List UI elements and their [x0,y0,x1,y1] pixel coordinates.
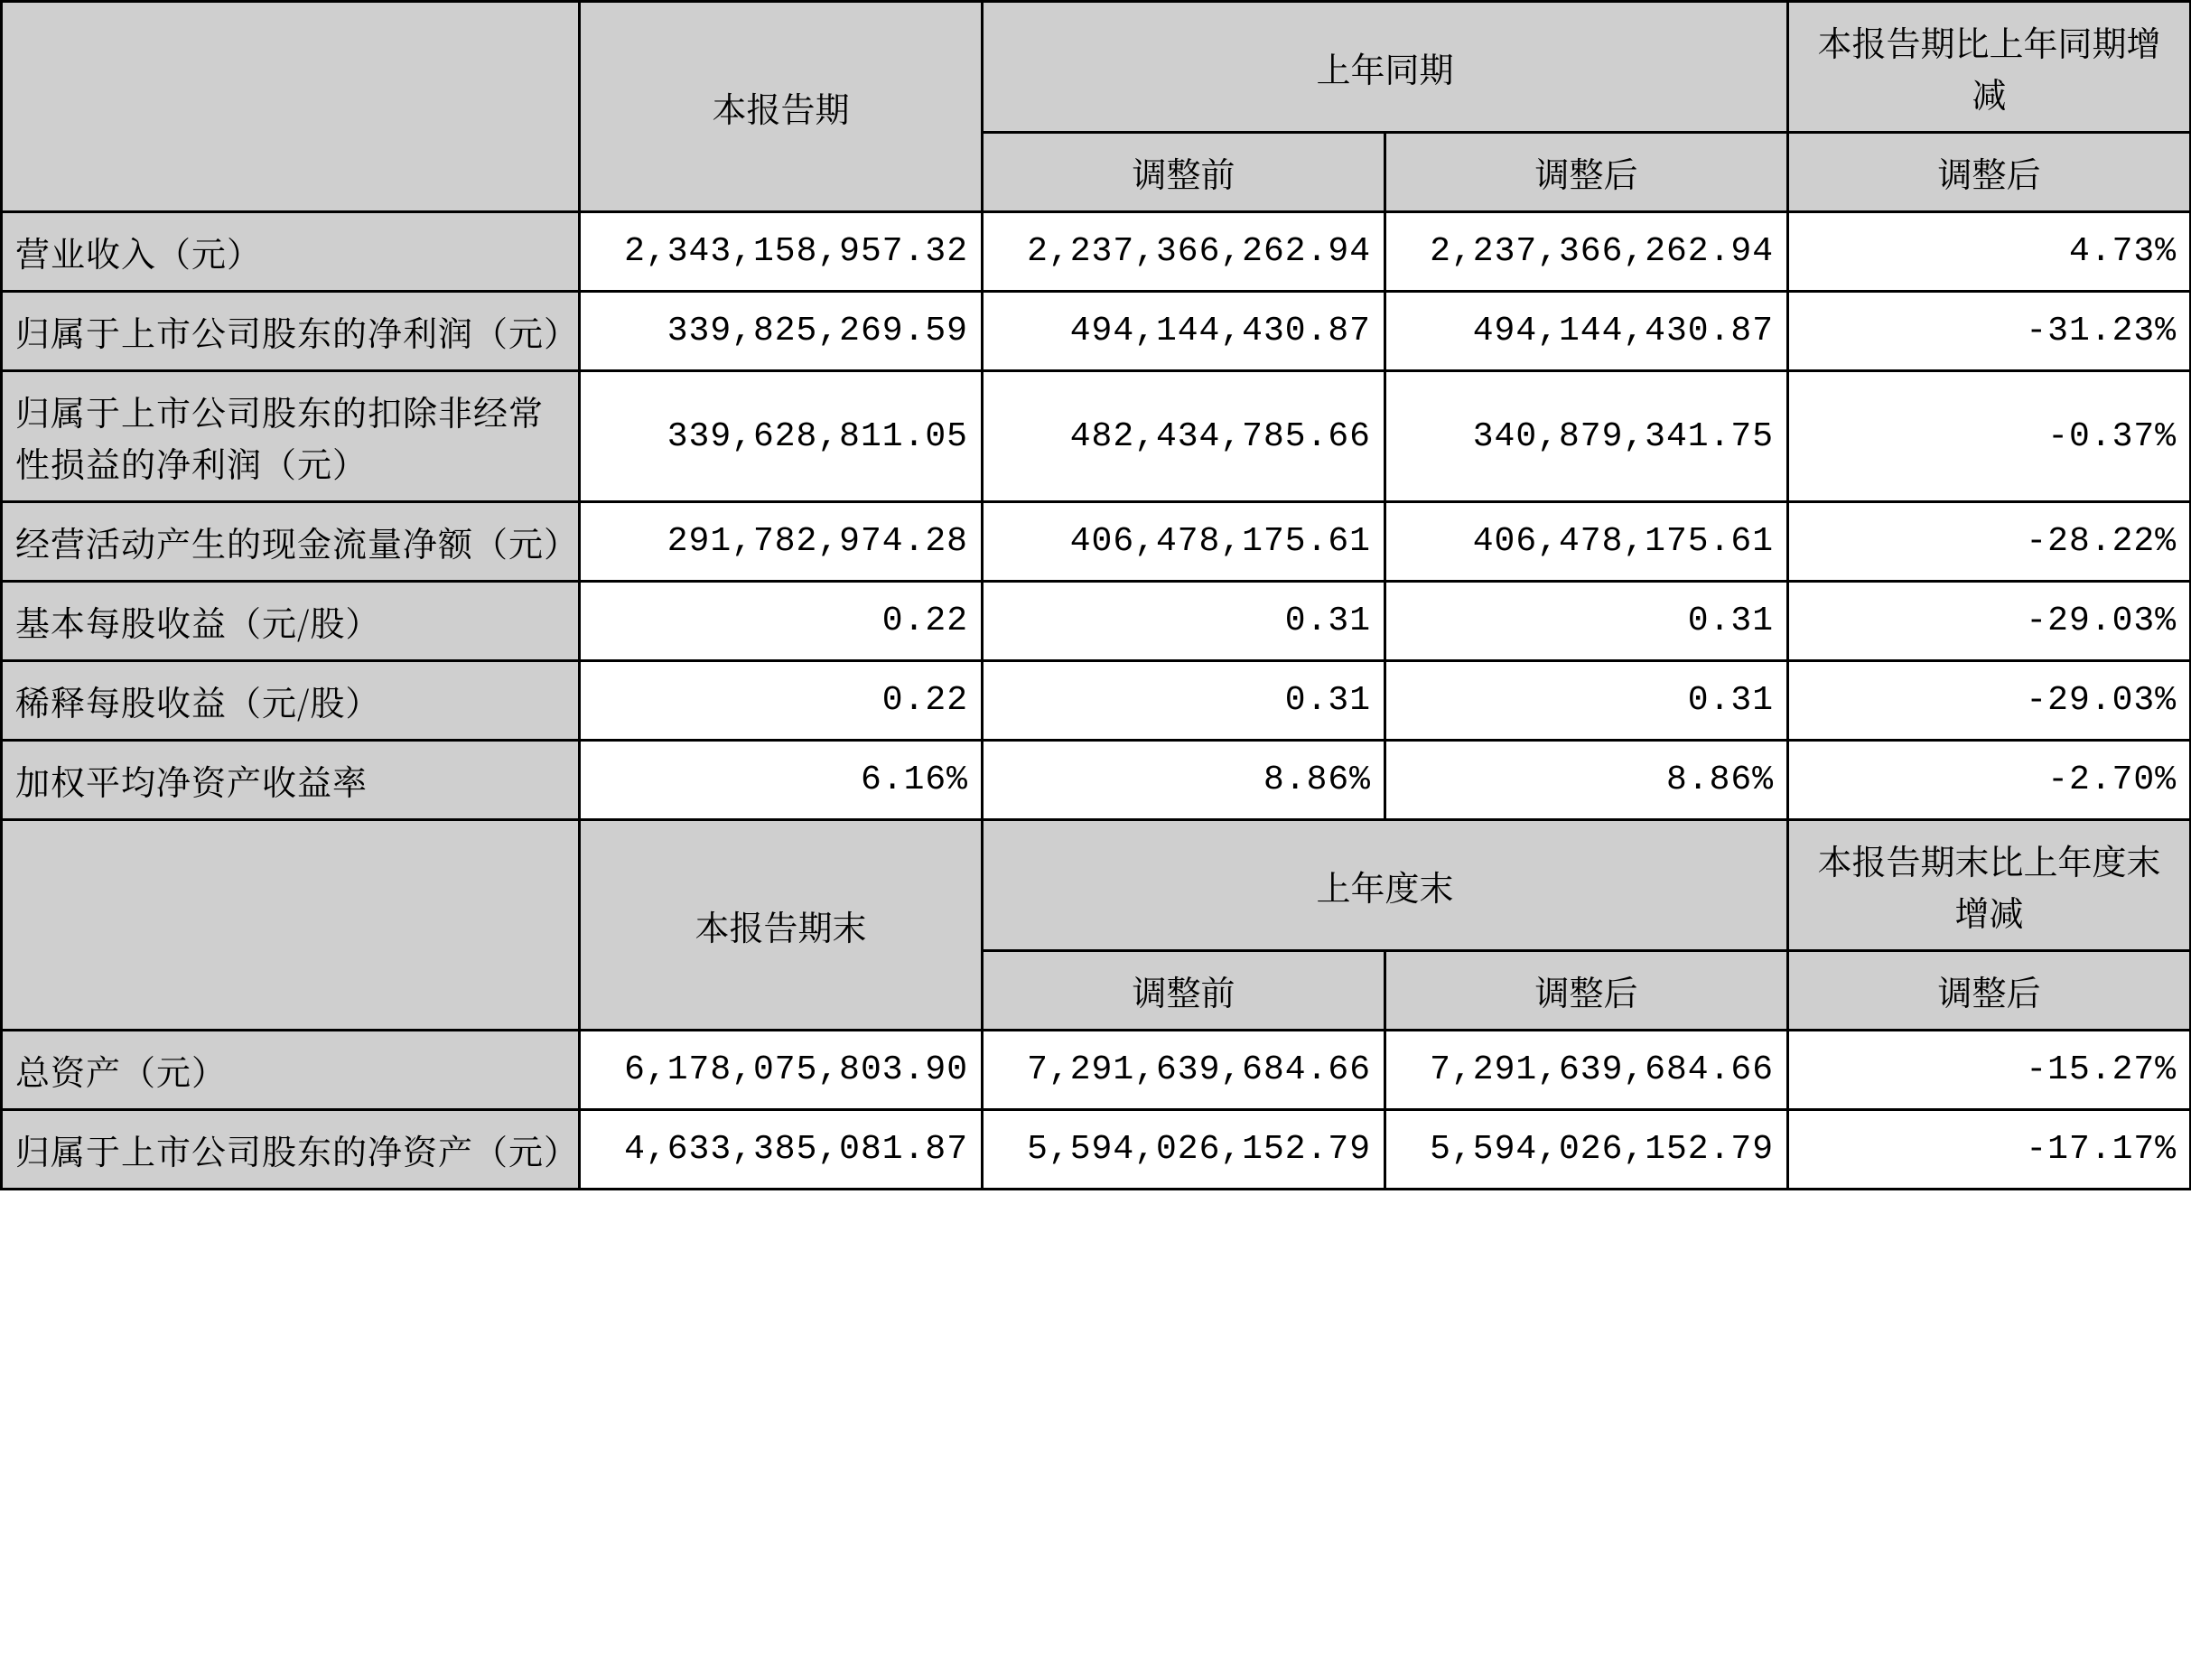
cell-after: 406,478,175.61 [1385,502,1788,582]
table-row: 基本每股收益（元/股） 0.22 0.31 0.31 -29.03% [2,582,2191,661]
section1-header-row-1: 本报告期 上年同期 本报告期比上年同期增减 [2,2,2191,133]
cell-before: 482,434,785.66 [983,371,1385,502]
cell-after: 2,237,366,262.94 [1385,212,1788,292]
section1-header-after-adj: 调整后 [1385,133,1788,212]
cell-change: 4.73% [1788,212,2191,292]
cell-change: -0.37% [1788,371,2191,502]
cell-change: -29.03% [1788,582,2191,661]
section1-header-change-after-adj: 调整后 [1788,133,2191,212]
section1-header-prior-group: 上年同期 [983,2,1788,133]
table-row: 经营活动产生的现金流量净额（元） 291,782,974.28 406,478,… [2,502,2191,582]
section2-header-change-after-adj: 调整后 [1788,951,2191,1031]
cell-current: 339,628,811.05 [580,371,983,502]
row-label: 归属于上市公司股东的净利润（元） [2,292,580,371]
cell-before: 2,237,366,262.94 [983,212,1385,292]
cell-current: 0.22 [580,661,983,741]
row-label: 归属于上市公司股东的净资产（元） [2,1110,580,1190]
section1-header-current: 本报告期 [580,2,983,212]
cell-current: 0.22 [580,582,983,661]
cell-change: -31.23% [1788,292,2191,371]
row-label: 基本每股收益（元/股） [2,582,580,661]
cell-current: 291,782,974.28 [580,502,983,582]
cell-change: -17.17% [1788,1110,2191,1190]
section2-header-current: 本报告期末 [580,820,983,1031]
table-row: 归属于上市公司股东的净资产（元） 4,633,385,081.87 5,594,… [2,1110,2191,1190]
cell-change: -2.70% [1788,741,2191,820]
cell-change: -28.22% [1788,502,2191,582]
financial-table: 本报告期 上年同期 本报告期比上年同期增减 调整前 调整后 调整后 营业收入（元… [0,0,2191,1190]
cell-before: 7,291,639,684.66 [983,1031,1385,1110]
section2-header-change-group: 本报告期末比上年度末增减 [1788,820,2191,951]
cell-current: 2,343,158,957.32 [580,212,983,292]
cell-after: 494,144,430.87 [1385,292,1788,371]
cell-after: 8.86% [1385,741,1788,820]
cell-after: 7,291,639,684.66 [1385,1031,1788,1110]
cell-after: 340,879,341.75 [1385,371,1788,502]
cell-after: 5,594,026,152.79 [1385,1110,1788,1190]
section2-header-prior-group: 上年度末 [983,820,1788,951]
cell-current: 6,178,075,803.90 [580,1031,983,1110]
table-row: 归属于上市公司股东的扣除非经常性损益的净利润（元） 339,628,811.05… [2,371,2191,502]
row-label: 营业收入（元） [2,212,580,292]
table-row: 归属于上市公司股东的净利润（元） 339,825,269.59 494,144,… [2,292,2191,371]
row-label: 加权平均净资产收益率 [2,741,580,820]
cell-after: 0.31 [1385,582,1788,661]
cell-change: -15.27% [1788,1031,2191,1110]
section2-header-row-1: 本报告期末 上年度末 本报告期末比上年度末增减 [2,820,2191,951]
cell-before: 5,594,026,152.79 [983,1110,1385,1190]
cell-current: 339,825,269.59 [580,292,983,371]
table-row: 总资产（元） 6,178,075,803.90 7,291,639,684.66… [2,1031,2191,1110]
cell-current: 4,633,385,081.87 [580,1110,983,1190]
cell-after: 0.31 [1385,661,1788,741]
section2-header-after-adj: 调整后 [1385,951,1788,1031]
section1-header-before-adj: 调整前 [983,133,1385,212]
row-label: 经营活动产生的现金流量净额（元） [2,502,580,582]
row-label: 总资产（元） [2,1031,580,1110]
row-label: 稀释每股收益（元/股） [2,661,580,741]
cell-before: 0.31 [983,661,1385,741]
table-row: 稀释每股收益（元/股） 0.22 0.31 0.31 -29.03% [2,661,2191,741]
cell-change: -29.03% [1788,661,2191,741]
cell-before: 0.31 [983,582,1385,661]
section2-header-blank [2,820,580,1031]
cell-before: 406,478,175.61 [983,502,1385,582]
cell-current: 6.16% [580,741,983,820]
section1-header-change-group: 本报告期比上年同期增减 [1788,2,2191,133]
section1-header-blank [2,2,580,212]
cell-before: 8.86% [983,741,1385,820]
cell-before: 494,144,430.87 [983,292,1385,371]
table-row: 加权平均净资产收益率 6.16% 8.86% 8.86% -2.70% [2,741,2191,820]
section2-header-before-adj: 调整前 [983,951,1385,1031]
table-row: 营业收入（元） 2,343,158,957.32 2,237,366,262.9… [2,212,2191,292]
row-label: 归属于上市公司股东的扣除非经常性损益的净利润（元） [2,371,580,502]
